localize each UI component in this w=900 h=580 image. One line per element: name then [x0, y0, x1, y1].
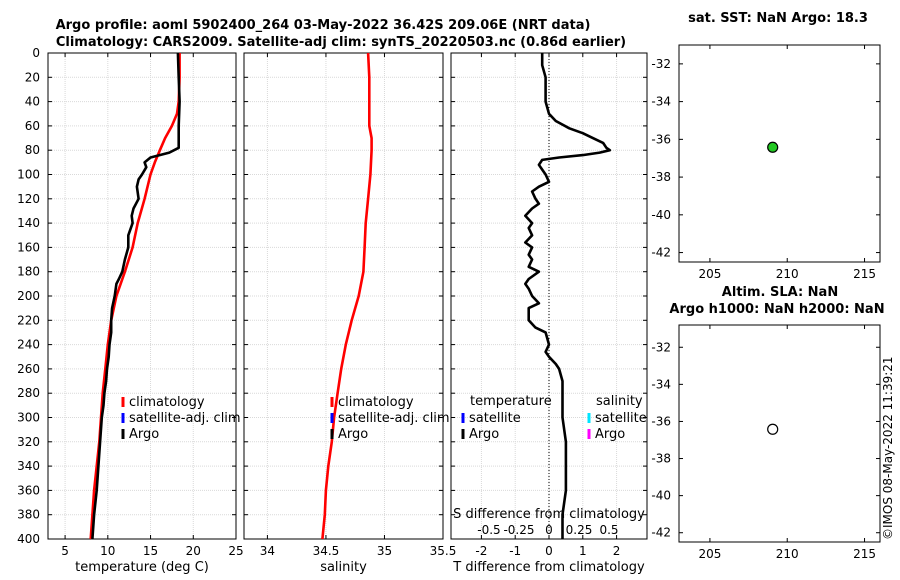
- sla-ytick-label: -42: [651, 526, 671, 540]
- tdiff-xtick-label: 2: [613, 544, 621, 558]
- sst-ytick-label: -32: [651, 57, 671, 71]
- tdiff-panel: -2 -1 0 1 2 T difference from climatology temp…: [450, 52, 648, 575]
- depth-tick-label: 300: [17, 411, 40, 425]
- sst-axes-box: [678, 44, 881, 263]
- sst-ytick-label: -40: [651, 208, 671, 222]
- sla-float-position-marker: [767, 423, 779, 435]
- sla-axes-box: [678, 324, 881, 543]
- sla-ytick-label: -34: [651, 377, 671, 391]
- tdiff-top-tick-label: -0.5: [477, 523, 500, 537]
- temperature-xtick-label: 20: [186, 544, 201, 558]
- tdiff-xtick-label: -1: [509, 544, 521, 558]
- depth-tick-label: 160: [17, 240, 40, 254]
- depth-tick-label: 20: [25, 70, 40, 84]
- temperature-legend-label: climatology: [129, 395, 205, 410]
- salinity-xlabel: salinity: [320, 560, 367, 575]
- sst-xtick-label: 210: [776, 267, 799, 281]
- temperature-panel: 5 10 15 20 25 temperature (deg C) 0 20 40 60 80 100…: [17, 46, 244, 575]
- tdiff-temperature-legend-label: Argo: [469, 427, 499, 442]
- sla-ytick-label: -36: [651, 414, 671, 428]
- tdiff-top-tick-label: 0.25: [566, 523, 593, 537]
- depth-tick-label: 400: [17, 532, 40, 546]
- depth-tick-label: 40: [25, 95, 40, 109]
- timestamp: ©IMOS 08-May-2022 11:39:21: [881, 356, 895, 540]
- tdiff-xtick-label: -2: [475, 544, 487, 558]
- tdiff-xlabel: T difference from climatology: [452, 560, 645, 575]
- salinity-grid: [244, 52, 444, 540]
- temperature-grid: [48, 52, 237, 540]
- depth-tick-label: 180: [17, 265, 40, 279]
- temperature-series-argo: [91, 52, 181, 540]
- depth-tick-label: 80: [25, 143, 40, 157]
- depth-tick-label: 100: [17, 168, 40, 182]
- depth-tick-label: 320: [17, 435, 40, 449]
- tdiff-top-tick-label: 0.5: [599, 523, 618, 537]
- depth-tick-label: 380: [17, 508, 40, 522]
- temperature-xtick-label: 5: [61, 544, 69, 558]
- sst-float-position-marker: [767, 141, 779, 153]
- temperature-xtick-label: 10: [100, 544, 115, 558]
- tdiff-salinity-legend-label: satellite: [595, 411, 647, 426]
- depth-tick-label: 240: [17, 338, 40, 352]
- sst-ytick-label: -34: [651, 95, 671, 109]
- salinity-axes-box: [243, 52, 444, 540]
- depth-tick-label: 60: [25, 119, 40, 133]
- temperature-xtick-label: 25: [228, 544, 243, 558]
- sla-panel: 205 210 215 -32 -34 -36 -38 -40 -42 Altim. SLA: N…: [651, 285, 884, 561]
- depth-tick-label: 340: [17, 459, 40, 473]
- tdiff-top-axis-label: S difference from climatology: [453, 507, 645, 522]
- tdiff-salinity-legend-label: Argo: [595, 427, 625, 442]
- salinity-xtick-label: 35.5: [430, 544, 457, 558]
- sst-ytick-label: -36: [651, 132, 671, 146]
- temperature-xtick-label: 15: [143, 544, 158, 558]
- salinity-xtick-label: 34.5: [313, 544, 340, 558]
- tdiff-xtick-label: 0: [545, 544, 553, 558]
- depth-tick-label: 220: [17, 313, 40, 327]
- depth-tick-label: 200: [17, 289, 40, 303]
- title-line2: Climatology: CARS2009. Satellite-adj cli…: [56, 35, 626, 50]
- tdiff-top-tick-label: -0.25: [503, 523, 534, 537]
- sla-subtitle: Argo h1000: NaN h2000: NaN: [669, 302, 884, 317]
- tdiff-top-tick-label: 0: [545, 523, 553, 537]
- sla-xtick-label: 210: [776, 547, 799, 561]
- salinity-legend-label: satellite-adj. clim: [338, 411, 450, 426]
- tdiff-legend-temperature-header: temperature: [470, 394, 552, 409]
- sla-ytick-label: -38: [651, 452, 671, 466]
- sst-ytick-label: -42: [651, 246, 671, 260]
- salinity-series-climatology: [321, 52, 373, 540]
- sst-ytick-label: -38: [651, 170, 671, 184]
- depth-tick-label: 120: [17, 192, 40, 206]
- sla-ytick-label: -32: [651, 340, 671, 354]
- title-line1: Argo profile: aoml 5902400_264 03-May-20…: [56, 18, 591, 33]
- depth-tick-label: 0: [32, 46, 40, 60]
- salinity-xtick-label: 34: [260, 544, 275, 558]
- tdiff-xtick-label: 1: [579, 544, 587, 558]
- salinity-legend-label: climatology: [338, 395, 414, 410]
- sla-xtick-label: 215: [853, 547, 876, 561]
- sst-xtick-label: 205: [698, 267, 721, 281]
- depth-tick-label: 360: [17, 483, 40, 497]
- temperature-legend-label: Argo: [129, 427, 159, 442]
- tdiff-legend-salinity-header: salinity: [596, 394, 643, 409]
- sla-xtick-label: 205: [698, 547, 721, 561]
- depth-tick-label: 280: [17, 386, 40, 400]
- sla-title: Altim. SLA: NaN: [722, 285, 838, 300]
- sst-title: sat. SST: NaN Argo: 18.3: [688, 11, 868, 26]
- temperature-legend-label: satellite-adj. clim: [129, 411, 241, 426]
- depth-tick-label: 260: [17, 362, 40, 376]
- tdiff-series-argo-t-diff: [523, 53, 612, 539]
- salinity-legend-label: Argo: [338, 427, 368, 442]
- temperature-xlabel: temperature (deg C): [75, 560, 209, 575]
- tdiff-temperature-legend-label: satellite: [469, 411, 521, 426]
- salinity-panel: 34 34.5 35 35.5 salinity climatologysatellite…: [243, 52, 457, 575]
- sst-panel: 205 210 215 -32 -34 -36 -38 -40 -42 sat. SST: NaN…: [651, 11, 881, 281]
- depth-tick-label: 140: [17, 216, 40, 230]
- sla-ytick-label: -40: [651, 489, 671, 503]
- sst-xtick-label: 215: [853, 267, 876, 281]
- salinity-xtick-label: 35: [377, 544, 392, 558]
